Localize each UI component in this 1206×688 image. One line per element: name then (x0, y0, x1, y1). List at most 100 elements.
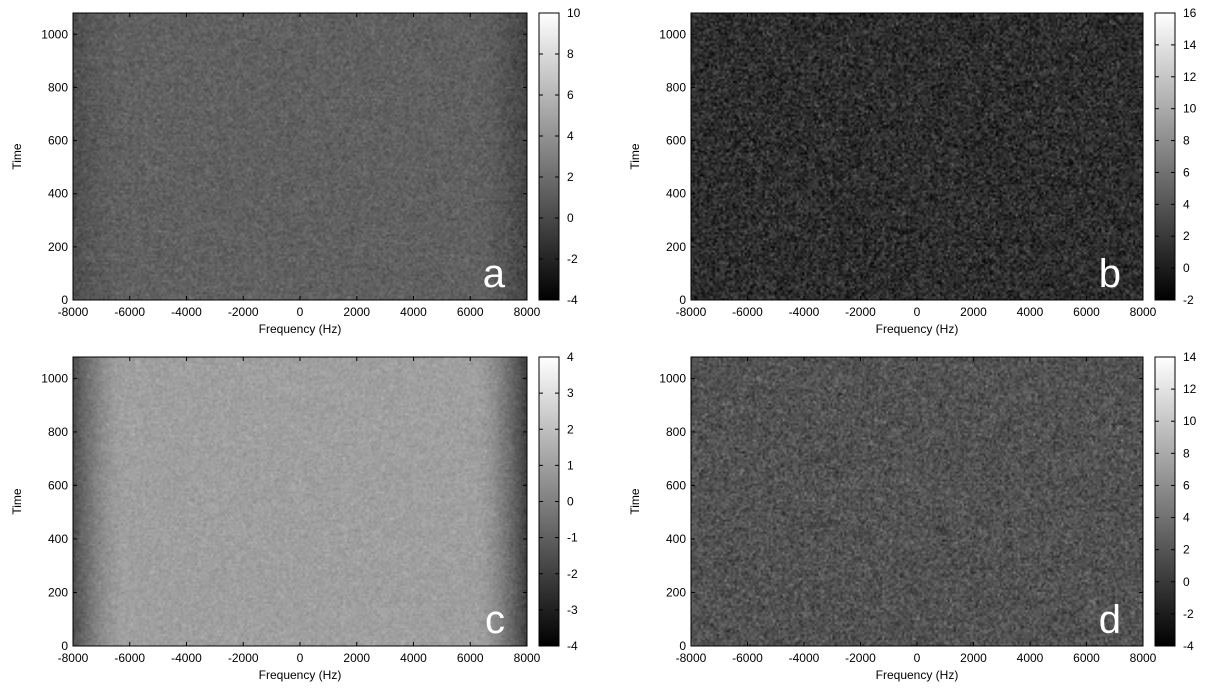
y-tick-label: 800 (48, 80, 68, 94)
x-tick-label: 2000 (960, 651, 987, 665)
y-tick-label: 1000 (659, 27, 686, 41)
panel-letter: a (483, 252, 506, 296)
colorbar-tick-label: 3 (567, 386, 574, 400)
chart-panel-d: -8000 -6000 -4000 -2000 0 2000 4000 6000 8000020… (628, 350, 1197, 682)
y-tick-label: 600 (48, 478, 68, 492)
x-tick-label: -6000 (732, 305, 763, 319)
x-tick-label: -2000 (228, 305, 259, 319)
colorbar-tick-label: -2 (567, 252, 578, 266)
x-tick-label: 2000 (343, 651, 370, 665)
colorbar-tick-label: -1 (567, 531, 578, 545)
x-tick-label: -2000 (845, 305, 876, 319)
y-tick-label: 600 (666, 134, 686, 148)
colorbar-tick-label: 2 (567, 170, 574, 184)
heatmap-image (691, 13, 1143, 300)
x-tick-label: -4000 (789, 651, 820, 665)
colorbar-tick-label: 12 (1183, 382, 1197, 396)
x-tick-label: 4000 (1017, 651, 1044, 665)
y-axis-label: Time (628, 143, 642, 170)
x-tick-label: -2000 (845, 651, 876, 665)
x-axis-label: Frequency (Hz) (259, 668, 342, 682)
colorbar-tick-label: 0 (567, 211, 574, 225)
colorbar-tick-label: 8 (1183, 446, 1190, 460)
panel-letter: d (1099, 598, 1121, 642)
y-tick-label: 1000 (659, 371, 686, 385)
colorbar (538, 12, 560, 301)
colorbar-tick-label: 6 (567, 88, 574, 102)
colorbar-tick-label: 14 (1183, 350, 1197, 364)
x-tick-label: 6000 (457, 305, 484, 319)
colorbar-tick-label: 2 (1183, 543, 1190, 557)
x-tick-label: 0 (297, 651, 304, 665)
colorbar-tick-label: 10 (1183, 414, 1197, 428)
y-tick-label: 400 (666, 532, 686, 546)
colorbar-tick-label: 16 (1183, 6, 1197, 20)
panel-letter: c (485, 598, 505, 642)
x-tick-label: 4000 (400, 305, 427, 319)
heatmap-image (73, 13, 527, 300)
heatmap-image (691, 357, 1143, 646)
colorbar-tick-label: -4 (567, 639, 578, 653)
x-tick-label: 8000 (1130, 305, 1157, 319)
panel-letter: b (1099, 252, 1121, 296)
y-tick-label: 800 (666, 425, 686, 439)
x-tick-label: 8000 (514, 651, 541, 665)
y-tick-label: 200 (666, 585, 686, 599)
x-axis-label: Frequency (Hz) (876, 322, 959, 336)
chart-panel-b: -8000 -6000 -4000 -2000 0 2000 4000 6000 8000020… (628, 6, 1197, 336)
x-axis-label: Frequency (Hz) (876, 668, 959, 682)
y-tick-label: 1000 (41, 27, 68, 41)
colorbar-tick-label: 4 (567, 129, 574, 143)
colorbar-tick-label: 4 (1183, 197, 1190, 211)
colorbar-tick-label: 8 (1183, 134, 1190, 148)
colorbar-tick-label: 14 (1183, 38, 1197, 52)
chart-panel-c: -8000 -6000 -4000 -2000 0 2000 4000 6000 8000020… (10, 350, 578, 682)
colorbar (1154, 356, 1176, 647)
y-tick-label: 0 (61, 639, 68, 653)
y-axis-label: Time (10, 488, 24, 515)
colorbar-tick-label: 12 (1183, 70, 1197, 84)
x-tick-label: -8000 (676, 305, 707, 319)
x-tick-label: -4000 (789, 305, 820, 319)
y-tick-label: 0 (679, 639, 686, 653)
colorbar-tick-label: -4 (1183, 639, 1194, 653)
x-axis-label: Frequency (Hz) (259, 322, 342, 336)
x-tick-label: -6000 (114, 305, 145, 319)
x-tick-label: 8000 (514, 305, 541, 319)
x-tick-label: -4000 (171, 651, 202, 665)
colorbar-tick-label: 2 (567, 422, 574, 436)
chart-panel-a: -8000 -6000 -4000 -2000 0 2000 4000 6000 8000020… (10, 6, 581, 336)
y-tick-label: 200 (666, 240, 686, 254)
colorbar-tick-label: 6 (1183, 165, 1190, 179)
x-tick-label: 0 (297, 305, 304, 319)
x-tick-label: -2000 (228, 651, 259, 665)
x-tick-label: 8000 (1130, 651, 1157, 665)
y-axis-label: Time (628, 488, 642, 515)
colorbar-tick-label: 10 (1183, 102, 1197, 116)
x-tick-label: -4000 (171, 305, 202, 319)
colorbar-tick-label: 8 (567, 47, 574, 61)
y-tick-label: 800 (48, 425, 68, 439)
x-tick-label: 6000 (1073, 305, 1100, 319)
y-tick-label: 200 (48, 240, 68, 254)
y-tick-label: 0 (61, 293, 68, 307)
colorbar-tick-label: 0 (1183, 261, 1190, 275)
x-tick-label: -6000 (114, 651, 145, 665)
x-tick-label: 0 (914, 305, 921, 319)
colorbar-tick-label: 1 (567, 458, 574, 472)
colorbar-tick-label: -2 (1183, 293, 1194, 307)
colorbar-tick-label: -2 (1183, 607, 1194, 621)
y-tick-label: 400 (48, 532, 68, 546)
colorbar (1154, 12, 1176, 301)
x-tick-label: 6000 (1073, 651, 1100, 665)
y-tick-label: 800 (666, 80, 686, 94)
y-tick-label: 200 (48, 585, 68, 599)
colorbar-tick-label: -4 (567, 293, 578, 307)
x-tick-label: 4000 (400, 651, 427, 665)
colorbar-tick-label: 0 (567, 495, 574, 509)
y-tick-label: 400 (48, 187, 68, 201)
y-tick-label: 0 (679, 293, 686, 307)
x-tick-label: -8000 (676, 651, 707, 665)
colorbar-tick-label: 10 (567, 6, 581, 20)
